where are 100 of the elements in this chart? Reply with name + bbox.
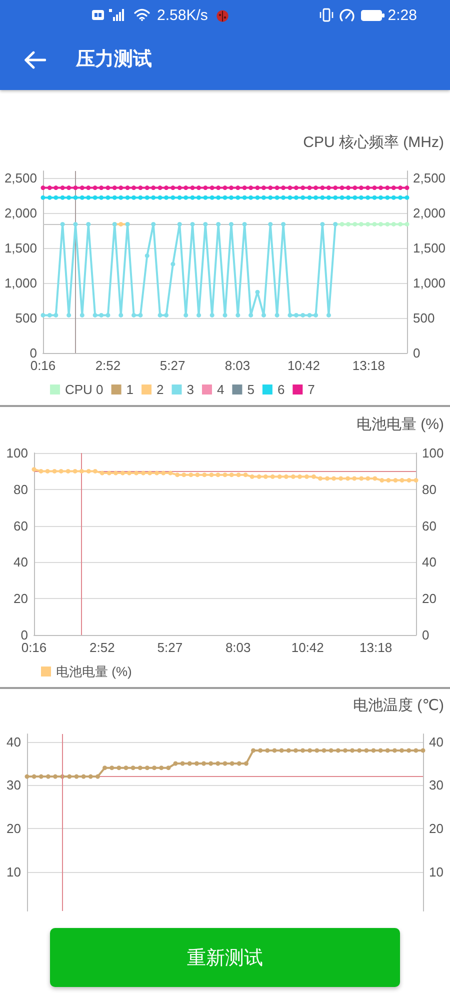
point (73, 195, 78, 200)
point (47, 312, 52, 318)
point (92, 312, 98, 318)
point (79, 468, 84, 474)
point (106, 312, 110, 318)
point (307, 195, 312, 200)
point (222, 472, 228, 478)
point (106, 186, 110, 190)
y-tick-label: 60 (14, 518, 28, 534)
point (320, 186, 325, 190)
point (54, 195, 58, 200)
point (95, 774, 100, 779)
point (378, 748, 383, 753)
point (72, 468, 78, 474)
point (216, 222, 221, 226)
y2-tick-label: 30 (429, 778, 444, 793)
point (210, 195, 214, 200)
point (173, 761, 178, 766)
text: 2.58K/s (157, 7, 208, 24)
point (47, 186, 52, 190)
point (270, 474, 275, 479)
point (352, 195, 358, 200)
point (300, 748, 306, 753)
point (161, 470, 166, 476)
point (311, 474, 316, 479)
y2-tick-label: 20 (429, 821, 444, 836)
point (168, 470, 173, 476)
point (102, 766, 108, 770)
point (352, 222, 358, 226)
x-tick-label: 13:18 (360, 640, 392, 655)
point (124, 766, 128, 770)
point (393, 478, 398, 483)
point (60, 186, 65, 190)
point (350, 748, 355, 753)
point (346, 195, 351, 200)
point (216, 761, 220, 766)
point (293, 748, 298, 753)
point (420, 748, 426, 753)
point (392, 748, 397, 753)
y-tick-label: 1,500 (4, 240, 37, 256)
x-tick-label: 5:27 (157, 640, 183, 655)
y-tick-label: 100 (6, 446, 28, 460)
point (294, 312, 298, 318)
point (346, 186, 351, 190)
point (112, 186, 117, 190)
button[interactable]: 重新测试 (50, 928, 400, 987)
point (138, 766, 142, 770)
point (352, 476, 357, 481)
point (112, 195, 117, 200)
point (385, 186, 390, 190)
x-tick-label: 0:16 (30, 358, 56, 373)
point (132, 186, 136, 190)
point (177, 195, 182, 200)
x-tick-label: 5:27 (160, 358, 186, 373)
point (60, 195, 65, 200)
point (281, 186, 286, 190)
point (134, 470, 139, 476)
back-icon[interactable] (24, 51, 46, 69)
point (288, 195, 292, 200)
point (177, 222, 182, 226)
text: 2:28 (388, 7, 417, 24)
point (338, 476, 344, 481)
point (170, 262, 176, 266)
point (188, 472, 194, 478)
point (398, 186, 403, 190)
point (307, 186, 312, 190)
point (366, 186, 370, 190)
point (47, 195, 52, 200)
point (333, 195, 338, 200)
point (404, 222, 410, 226)
point (92, 186, 98, 190)
point (222, 312, 228, 318)
point (304, 474, 309, 479)
point (138, 195, 143, 200)
point (40, 195, 46, 200)
point (203, 222, 208, 226)
point (138, 186, 143, 190)
point (203, 186, 208, 190)
point (177, 186, 182, 190)
point (184, 195, 188, 200)
point (190, 186, 195, 190)
point (196, 186, 202, 190)
point (120, 470, 125, 476)
point (106, 470, 112, 476)
point (385, 195, 390, 200)
point (32, 774, 36, 779)
point (170, 186, 176, 190)
point (263, 474, 268, 479)
point (346, 476, 350, 481)
x-tick-label: 8:03 (224, 358, 250, 373)
point (81, 774, 86, 779)
legend-label: 7 (308, 382, 315, 397)
point (372, 476, 378, 481)
point (248, 195, 254, 200)
point (385, 748, 390, 753)
point (38, 468, 44, 474)
text: 压力测试 (76, 49, 152, 71)
point (255, 186, 260, 190)
point (404, 186, 410, 190)
point (158, 195, 162, 200)
